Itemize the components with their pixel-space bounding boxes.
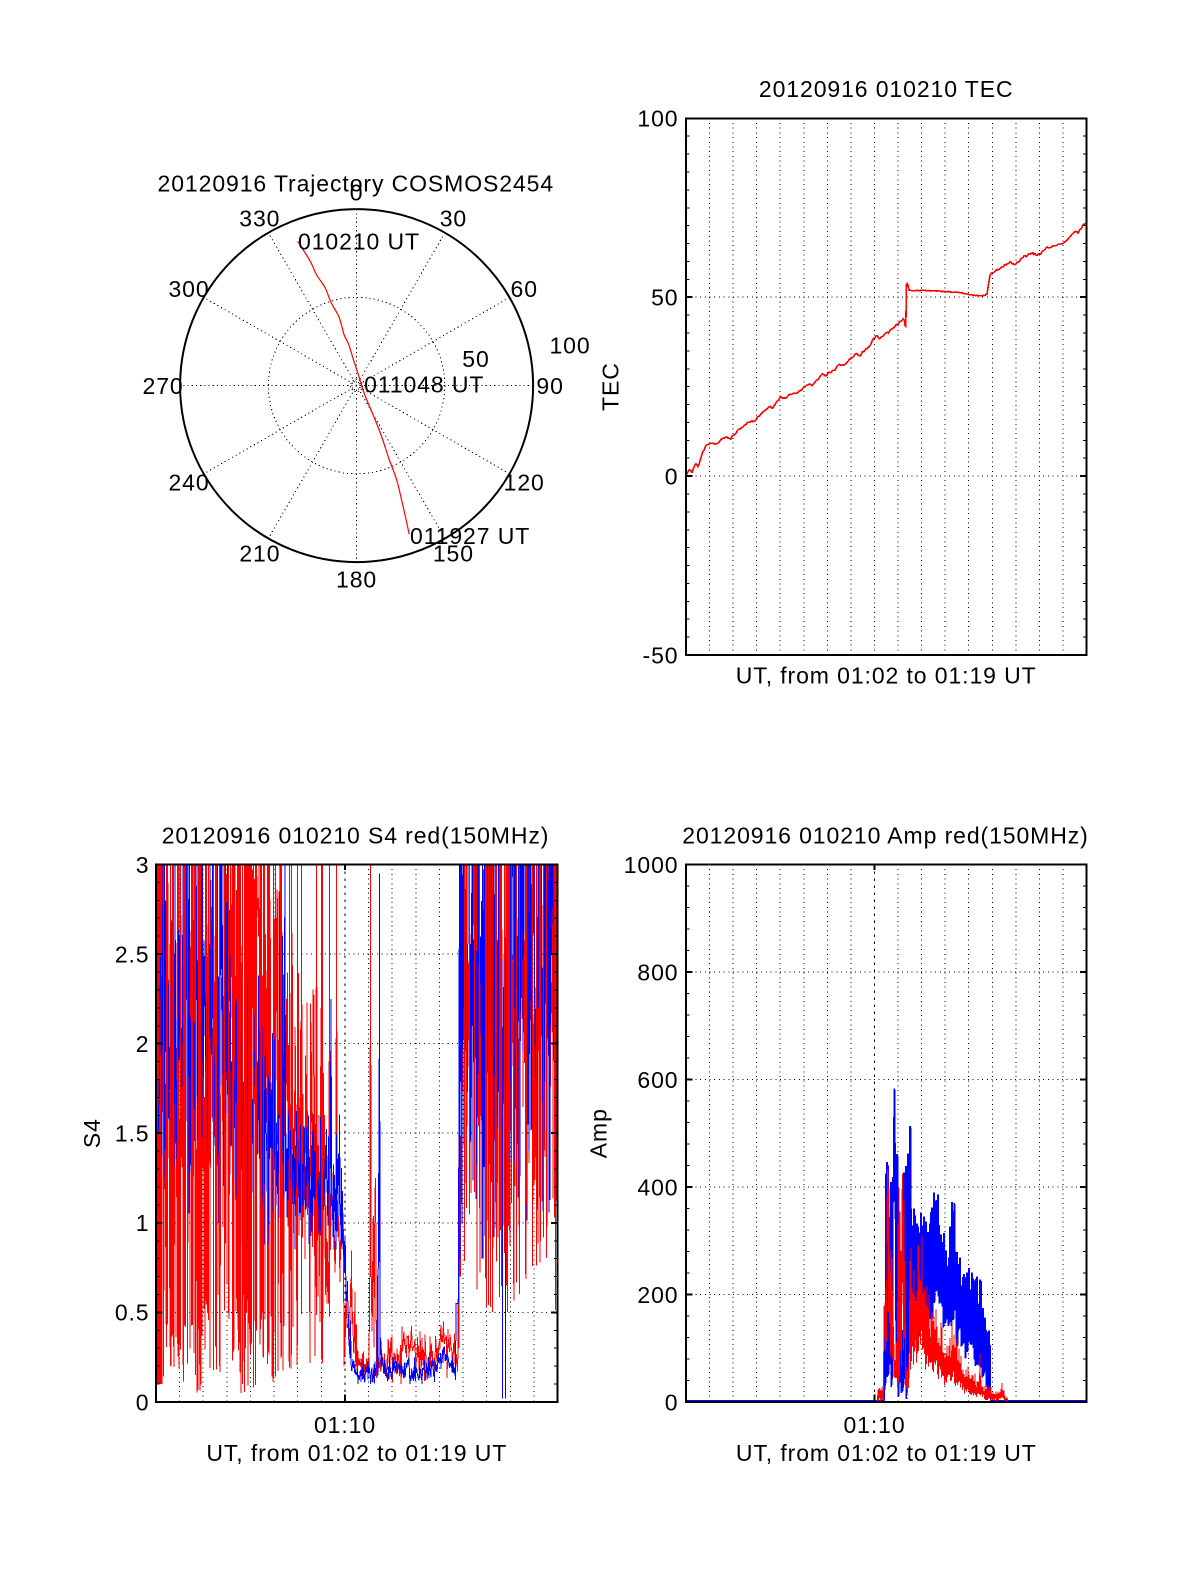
- svg-text:50: 50: [651, 285, 678, 311]
- svg-text:270: 270: [143, 373, 184, 399]
- svg-text:0: 0: [136, 1389, 150, 1415]
- svg-text:0: 0: [665, 463, 679, 489]
- svg-text:Amp: Amp: [586, 1108, 612, 1158]
- svg-text:1.5: 1.5: [115, 1121, 150, 1147]
- svg-text:210: 210: [239, 541, 280, 567]
- svg-text:0: 0: [665, 1389, 679, 1415]
- svg-text:100: 100: [637, 106, 678, 132]
- svg-text:100: 100: [549, 332, 590, 358]
- svg-text:1: 1: [136, 1210, 150, 1236]
- svg-text:2.5: 2.5: [115, 941, 150, 967]
- svg-text:20120916 Trajectory COSMOS2454: 20120916 Trajectory COSMOS2454: [158, 171, 554, 197]
- svg-text:50: 50: [462, 346, 489, 372]
- svg-text:UT, from 01:02 to 01:19 UT: UT, from 01:02 to 01:19 UT: [736, 1440, 1037, 1466]
- svg-text:200: 200: [637, 1282, 678, 1308]
- svg-text:150: 150: [433, 541, 474, 567]
- svg-text:UT, from 01:02 to 01:19 UT: UT, from 01:02 to 01:19 UT: [736, 663, 1037, 689]
- svg-text:TEC: TEC: [598, 362, 624, 411]
- svg-text:S4: S4: [79, 1118, 105, 1148]
- svg-text:0: 0: [350, 179, 364, 205]
- svg-text:20120916 010210 S4 red(150MHz): 20120916 010210 S4 red(150MHz): [162, 823, 550, 849]
- svg-text:600: 600: [637, 1067, 678, 1093]
- svg-text:2: 2: [136, 1031, 150, 1057]
- svg-text:20120916 010210 Amp red(150MHz: 20120916 010210 Amp red(150MHz): [682, 823, 1088, 849]
- svg-text:330: 330: [239, 205, 280, 231]
- svg-text:800: 800: [637, 959, 678, 985]
- svg-text:011927 UT: 011927 UT: [410, 523, 530, 549]
- svg-text:0.5: 0.5: [115, 1300, 150, 1326]
- svg-text:300: 300: [168, 276, 209, 302]
- svg-text:120: 120: [504, 470, 545, 496]
- svg-text:1000: 1000: [624, 852, 679, 878]
- svg-text:180: 180: [336, 566, 377, 592]
- svg-text:90: 90: [536, 373, 563, 399]
- svg-text:30: 30: [440, 205, 467, 231]
- svg-text:01:10: 01:10: [843, 1412, 905, 1438]
- svg-text:400: 400: [637, 1174, 678, 1200]
- svg-text:UT, from 01:02 to 01:19 UT: UT, from 01:02 to 01:19 UT: [206, 1440, 507, 1466]
- svg-text:01:10: 01:10: [314, 1412, 376, 1438]
- svg-text:010210 UT: 010210 UT: [298, 228, 420, 254]
- svg-text:-50: -50: [643, 642, 679, 668]
- svg-text:240: 240: [168, 470, 209, 496]
- svg-text:60: 60: [511, 276, 538, 302]
- svg-text:20120916 010210 TEC: 20120916 010210 TEC: [759, 76, 1014, 102]
- svg-text:011048 UT: 011048 UT: [364, 372, 484, 398]
- svg-text:3: 3: [136, 852, 150, 878]
